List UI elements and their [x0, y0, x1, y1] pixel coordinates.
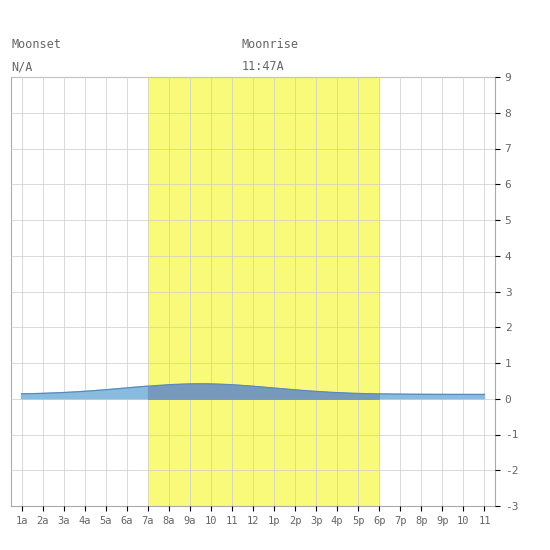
Text: Moonrise: Moonrise [242, 39, 299, 52]
Bar [148, 77, 380, 506]
Text: N/A: N/A [11, 60, 32, 74]
Text: Moonset: Moonset [11, 39, 61, 52]
Text: 11:47A: 11:47A [242, 60, 285, 74]
